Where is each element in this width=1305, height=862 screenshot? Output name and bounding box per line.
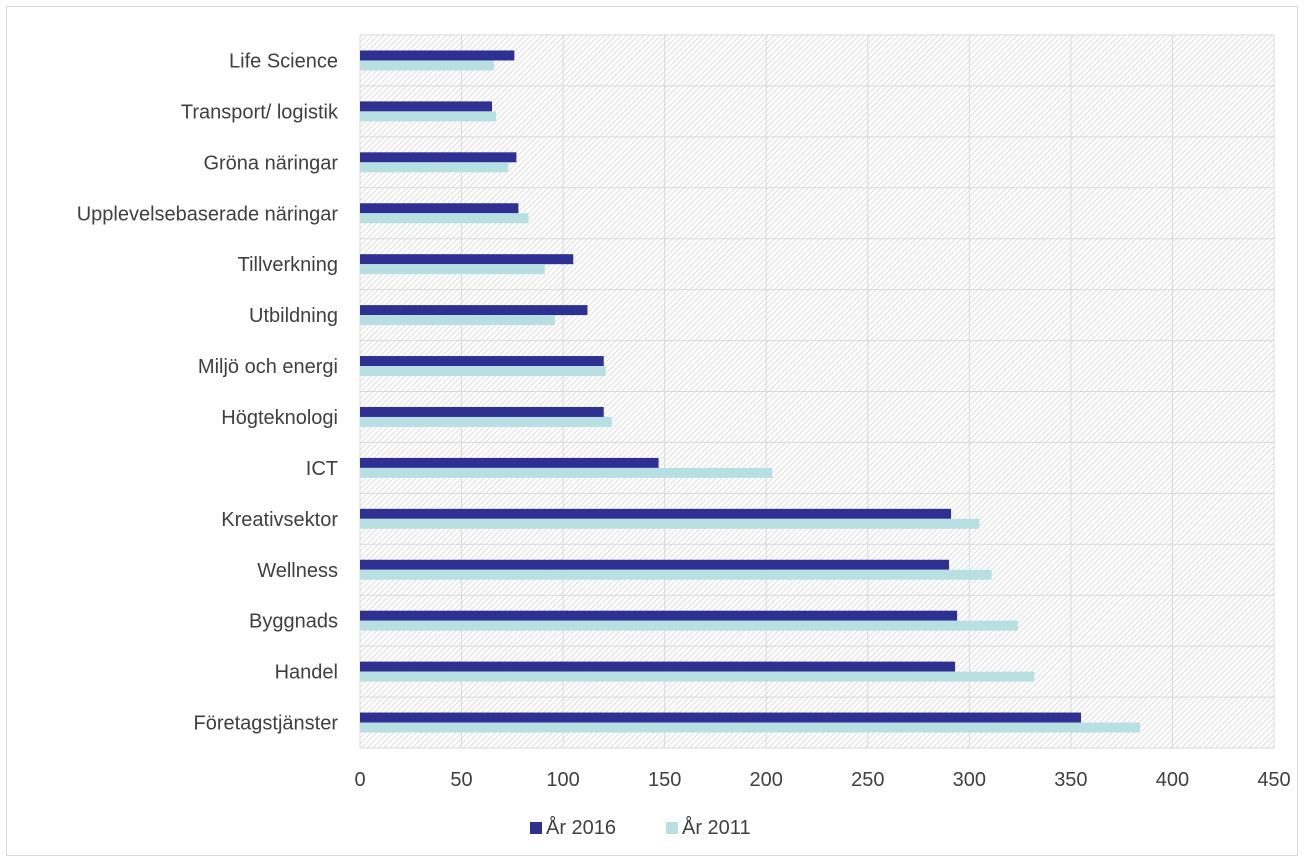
- bar-2011: [360, 60, 495, 71]
- bar-2011: [360, 722, 1140, 733]
- bar-2016: [360, 152, 517, 163]
- bar-2011: [360, 620, 1019, 631]
- category-label: Life Science: [229, 50, 338, 72]
- legend-swatch-2016: [530, 822, 542, 834]
- bar-2016: [360, 610, 958, 621]
- chart-frame: [6, 6, 1298, 856]
- legend-label-2011: År 2011: [682, 816, 751, 839]
- bar-2016: [360, 254, 574, 265]
- x-tick-labels: 0 50 100 150 200 250 300 350 400 450: [354, 769, 1290, 791]
- category-label: Wellness: [257, 560, 338, 582]
- x-tick-label: 200: [750, 769, 783, 791]
- category-label: Högteknologi: [221, 407, 338, 429]
- category-label: Byggnads: [249, 611, 338, 633]
- bar-2011: [360, 315, 555, 326]
- bars-group: [360, 50, 1140, 733]
- x-tick-label: 400: [1156, 769, 1189, 791]
- category-label: Transport/ logistik: [181, 101, 339, 123]
- bar-2011: [360, 162, 509, 173]
- bar-2016: [360, 50, 515, 61]
- x-tick-label: 450: [1257, 769, 1290, 791]
- bar-2011: [360, 416, 612, 427]
- x-tick-label: 300: [953, 769, 986, 791]
- bar-2011: [360, 467, 773, 478]
- bar-2011: [360, 671, 1035, 682]
- category-label: ICT: [306, 458, 338, 480]
- legend-label-2016: År 2016: [546, 816, 616, 839]
- bar-2011: [360, 111, 497, 122]
- bar-2016: [360, 508, 952, 519]
- bar-2011: [360, 366, 606, 377]
- category-label: Handel: [275, 662, 338, 684]
- bar-2016: [360, 101, 493, 112]
- category-label: Kreativsektor: [221, 509, 338, 531]
- x-tick-label: 50: [450, 769, 472, 791]
- category-label: Företagstjänster: [193, 713, 338, 735]
- category-label: Utbildning: [249, 305, 338, 327]
- category-label: Upplevelsebaserade näringar: [77, 203, 339, 225]
- bar-2011: [360, 518, 980, 529]
- category-label: Tillverkning: [238, 254, 338, 276]
- bar-2016: [360, 406, 604, 417]
- bar-2016: [360, 712, 1082, 723]
- x-tick-label: 150: [648, 769, 681, 791]
- bar-2016: [360, 457, 659, 468]
- bar-2011: [360, 213, 529, 224]
- bar-2016: [360, 661, 956, 672]
- x-tick-label: 250: [851, 769, 884, 791]
- bar-2016: [360, 356, 604, 367]
- x-tick-label: 0: [354, 769, 365, 791]
- bar-2011: [360, 264, 545, 275]
- bar-2011: [360, 569, 992, 580]
- category-label: Miljö och energi: [198, 356, 338, 378]
- legend-swatch-2011: [666, 822, 678, 834]
- x-tick-label: 350: [1054, 769, 1087, 791]
- category-labels: Life Science Transport/ logistik Gröna när…: [77, 50, 339, 734]
- bar-2016: [360, 305, 588, 316]
- bar-2016: [360, 559, 950, 570]
- legend: År 2016 År 2011: [530, 816, 751, 839]
- category-label: Gröna näringar: [203, 152, 338, 174]
- bar-2016: [360, 203, 519, 214]
- x-tick-label: 100: [546, 769, 579, 791]
